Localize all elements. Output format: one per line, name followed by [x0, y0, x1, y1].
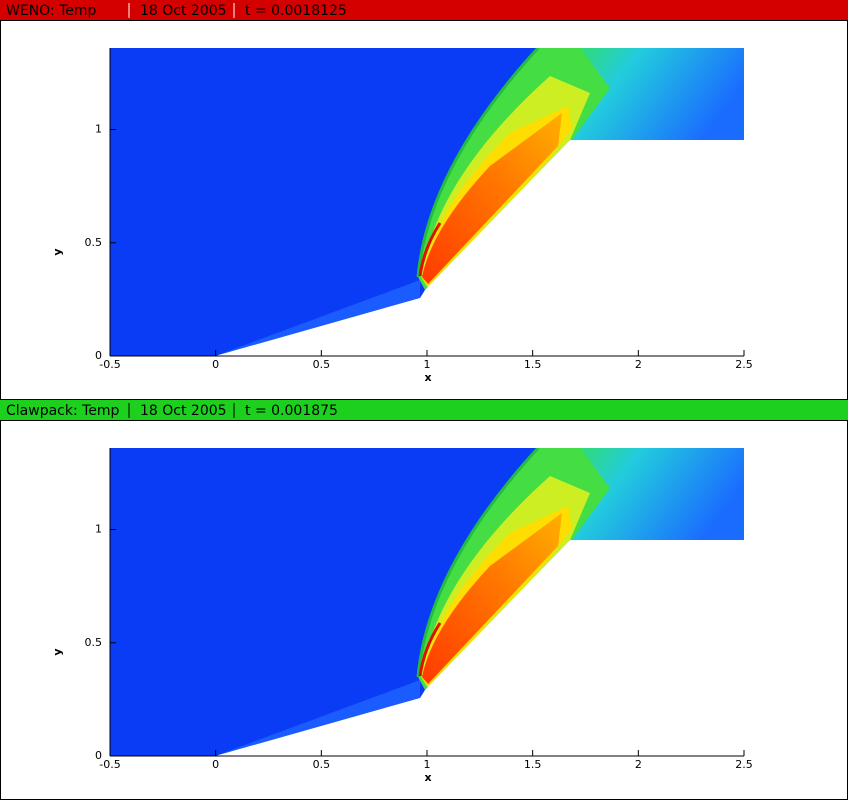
- contour-field: [110, 448, 744, 756]
- y-tick-label: 0: [95, 749, 102, 762]
- y-axis-label: y: [51, 248, 64, 255]
- header-bar: [0, 0, 848, 20]
- x-tick-label: 2: [635, 758, 642, 771]
- x-tick-label: 2: [635, 358, 642, 371]
- y-axis-label: y: [51, 648, 64, 655]
- header-time-label: t = 0.0018125: [245, 3, 347, 19]
- x-tick-label: 0: [212, 358, 219, 371]
- x-tick-label: 1: [424, 358, 431, 371]
- x-tick-label: 0.5: [313, 758, 331, 771]
- x-tick-label: 1: [424, 758, 431, 771]
- contour-field: [110, 48, 744, 356]
- header-date: 18 Oct 2005: [140, 403, 227, 419]
- y-tick-label: 0: [95, 349, 102, 362]
- x-tick-label: -0.5: [99, 358, 120, 371]
- header-bar: [0, 400, 848, 420]
- x-tick-label: 0: [212, 758, 219, 771]
- x-tick-label: 2.5: [735, 358, 753, 371]
- x-tick-label: 1.5: [524, 758, 542, 771]
- header-date: 18 Oct 2005: [140, 3, 227, 19]
- y-tick-label: 0.5: [85, 636, 103, 649]
- x-tick-label: 1.5: [524, 358, 542, 371]
- header-time-label: t = 0.001875: [245, 403, 338, 419]
- x-tick-label: -0.5: [99, 758, 120, 771]
- x-axis-label: x: [424, 771, 431, 784]
- x-tick-label: 0.5: [313, 358, 331, 371]
- y-tick-label: 0.5: [85, 236, 103, 249]
- y-tick-label: 1: [95, 523, 102, 536]
- header-title: Clawpack: Temp: [6, 403, 120, 419]
- header-title: WENO: Temp: [6, 3, 97, 19]
- x-axis-label: x: [424, 371, 431, 384]
- x-tick-label: 2.5: [735, 758, 753, 771]
- y-tick-label: 1: [95, 123, 102, 136]
